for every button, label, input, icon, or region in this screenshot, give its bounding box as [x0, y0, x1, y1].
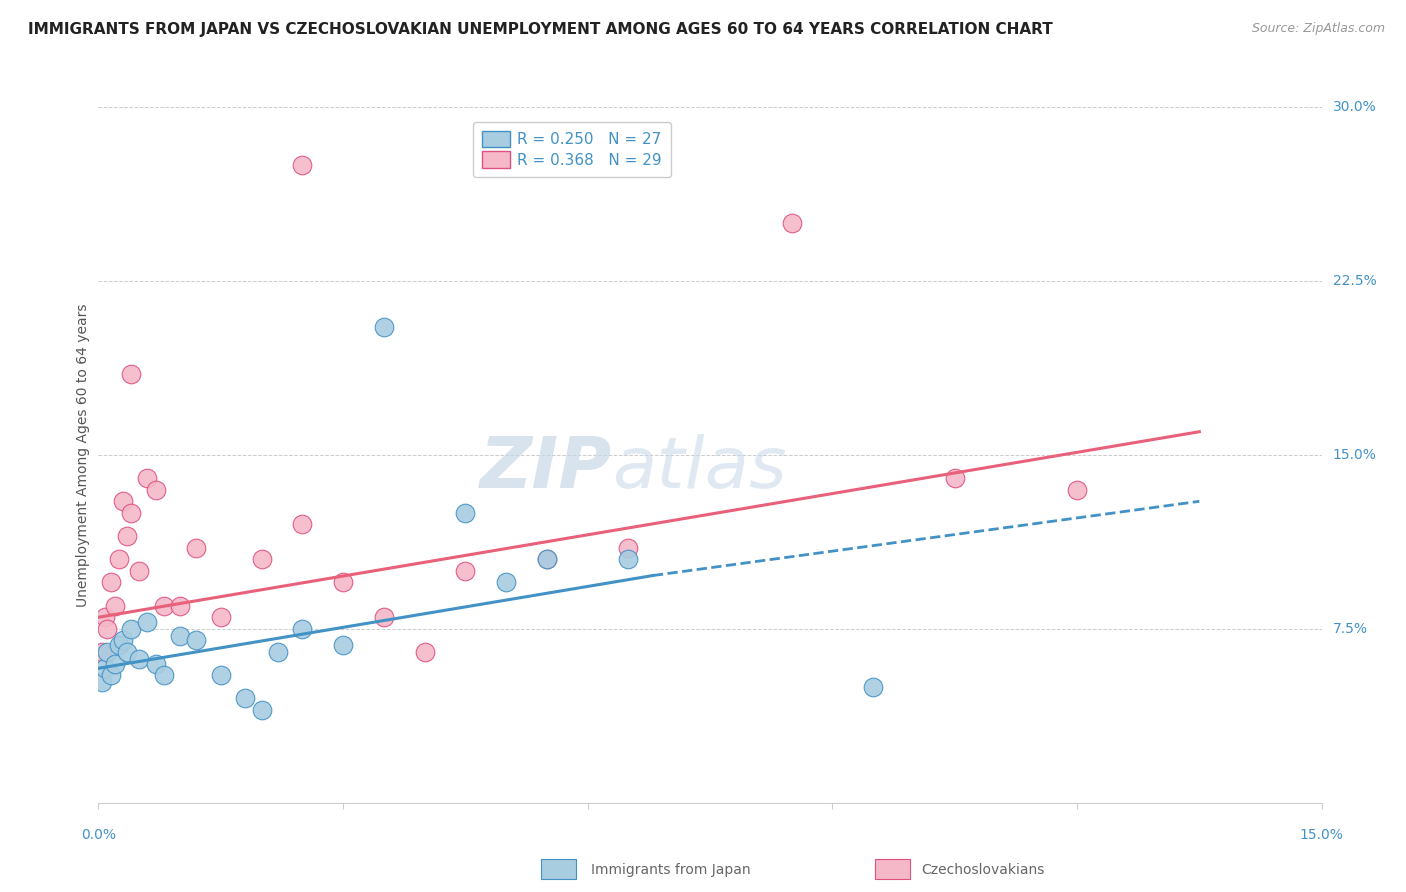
Point	[128, 564, 150, 578]
Point	[115, 645, 138, 659]
Point	[536, 552, 558, 566]
Point	[1066, 483, 1088, 497]
Text: 0.0%: 0.0%	[82, 828, 115, 842]
Point	[111, 633, 134, 648]
Point	[250, 703, 273, 717]
Point	[617, 541, 640, 555]
Point	[136, 471, 159, 485]
Point	[104, 657, 127, 671]
Text: 30.0%: 30.0%	[1333, 100, 1376, 114]
Point	[91, 645, 114, 659]
Point	[233, 691, 256, 706]
Point	[120, 506, 142, 520]
Point	[152, 668, 174, 682]
Text: Czechoslovakians: Czechoslovakians	[921, 863, 1045, 877]
Point	[120, 622, 142, 636]
Point	[120, 367, 142, 381]
Point	[104, 599, 127, 613]
Point	[291, 517, 314, 532]
Point	[91, 675, 114, 690]
Point	[332, 638, 354, 652]
Point	[136, 615, 159, 629]
Point	[94, 661, 117, 675]
Text: 7.5%: 7.5%	[1333, 622, 1368, 636]
Point	[96, 645, 118, 659]
Point	[128, 652, 150, 666]
Point	[536, 552, 558, 566]
Text: Source: ZipAtlas.com: Source: ZipAtlas.com	[1251, 22, 1385, 36]
Point	[145, 483, 167, 497]
Point	[111, 494, 134, 508]
Point	[115, 529, 138, 543]
Point	[209, 668, 232, 682]
Text: Immigrants from Japan: Immigrants from Japan	[591, 863, 751, 877]
Point	[209, 610, 232, 624]
Text: atlas: atlas	[612, 434, 787, 503]
Point	[186, 541, 208, 555]
Point	[169, 629, 191, 643]
Point	[454, 506, 477, 520]
Point	[413, 645, 436, 659]
Text: IMMIGRANTS FROM JAPAN VS CZECHOSLOVAKIAN UNEMPLOYMENT AMONG AGES 60 TO 64 YEARS : IMMIGRANTS FROM JAPAN VS CZECHOSLOVAKIAN…	[28, 22, 1053, 37]
Point	[291, 158, 314, 172]
Point	[169, 599, 191, 613]
Point	[96, 622, 118, 636]
Point	[862, 680, 884, 694]
Point	[94, 610, 117, 624]
Text: 22.5%: 22.5%	[1333, 274, 1376, 288]
Y-axis label: Unemployment Among Ages 60 to 64 years: Unemployment Among Ages 60 to 64 years	[76, 303, 90, 607]
Point	[100, 668, 122, 682]
Point	[332, 575, 354, 590]
Text: 15.0%: 15.0%	[1299, 828, 1344, 842]
Point	[100, 575, 122, 590]
Point	[108, 552, 131, 566]
Point	[108, 638, 131, 652]
Point	[291, 622, 314, 636]
Point	[250, 552, 273, 566]
Point	[495, 575, 517, 590]
Point	[373, 610, 395, 624]
Point	[617, 552, 640, 566]
Text: ZIP: ZIP	[479, 434, 612, 503]
Point	[145, 657, 167, 671]
Point	[267, 645, 290, 659]
Point	[186, 633, 208, 648]
Point	[454, 564, 477, 578]
Text: 15.0%: 15.0%	[1333, 448, 1376, 462]
Point	[373, 320, 395, 334]
Point	[152, 599, 174, 613]
Point	[943, 471, 966, 485]
Legend: R = 0.250   N = 27, R = 0.368   N = 29: R = 0.250 N = 27, R = 0.368 N = 29	[472, 121, 671, 178]
Point	[780, 216, 803, 230]
